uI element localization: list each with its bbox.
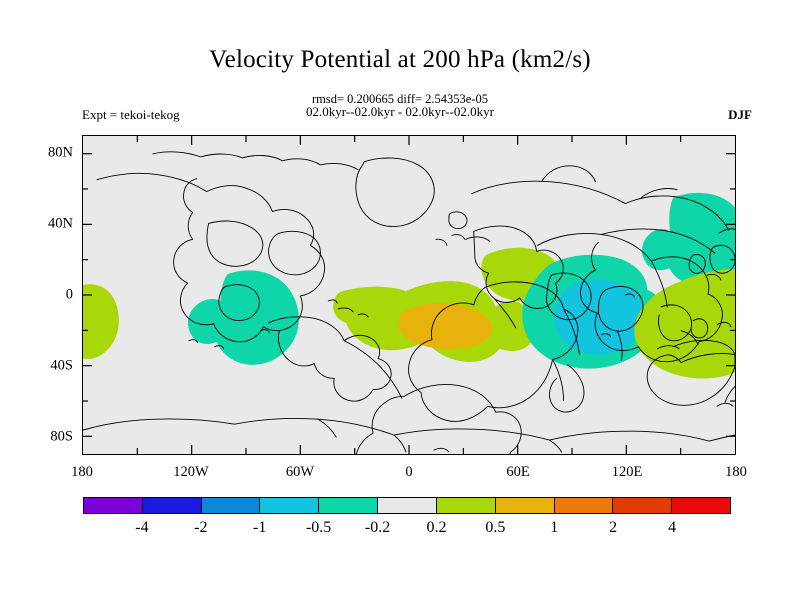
x-ticks-top bbox=[136, 136, 682, 145]
colorbar-tick-label: -1 bbox=[253, 519, 267, 536]
x-axis-label-6: 180 bbox=[725, 464, 747, 480]
colorbar-tick-label: 0.5 bbox=[485, 519, 506, 536]
colorbar-tick-label: -2 bbox=[194, 519, 208, 536]
coastlines bbox=[83, 151, 735, 454]
x-axis-label-3: 0 bbox=[405, 464, 413, 480]
region-australia-east-positive bbox=[723, 283, 735, 374]
x-axis-label-2: 60W bbox=[285, 464, 315, 480]
colorbar-segment bbox=[672, 498, 730, 513]
colorbar-tick-label: 2 bbox=[609, 519, 618, 536]
region-northwest-pacific-negative bbox=[642, 192, 735, 286]
page-title: Velocity Potential at 200 hPa (km2/s) bbox=[209, 46, 591, 73]
colorbar-segment bbox=[613, 498, 673, 513]
y-axis-label-0: 80N bbox=[48, 144, 73, 161]
map-frame bbox=[82, 135, 736, 455]
y-ticks-right bbox=[726, 153, 735, 437]
season-label: DJF bbox=[728, 107, 752, 122]
colorbar-tick-label: 1 bbox=[550, 519, 559, 536]
y-axis-label-4: 80S bbox=[50, 428, 73, 445]
colorbar-segment bbox=[436, 498, 496, 513]
colorbar-tick-label: -0.2 bbox=[364, 519, 391, 536]
region-dateline-west-positive bbox=[83, 284, 119, 360]
period-subtitle: 02.0kyr--02.0kyr - 02.0kyr--02.0kyr bbox=[306, 104, 494, 119]
stats-subtitle: rmsd= 0.200665 diff= 2.54353e-05 bbox=[311, 92, 488, 106]
colorbar-tick-label: -0.5 bbox=[305, 519, 332, 536]
colorbar-tick-label: 0.2 bbox=[426, 519, 447, 536]
colorbar-segment bbox=[319, 498, 379, 513]
axis-ticks bbox=[83, 136, 735, 454]
colorbar: -4 -2 -1 -0.5 -0.2 0.2 0.5 1 2 4 bbox=[83, 497, 731, 536]
x-axis-label-4: 60E bbox=[506, 464, 530, 480]
colorbar-segment bbox=[378, 498, 437, 513]
map-canvas bbox=[83, 136, 735, 454]
colorbar-tick-label: 4 bbox=[668, 519, 677, 536]
region-africa-atlantic-core-positive bbox=[398, 302, 493, 350]
colorbar-segment bbox=[495, 498, 555, 513]
x-axis-label-1: 120W bbox=[173, 464, 209, 480]
y-axis-label-1: 40N bbox=[48, 215, 73, 232]
colorbar-segments bbox=[83, 497, 731, 514]
colorbar-segment bbox=[84, 498, 143, 513]
map-plot-area: 80N 40N 0 40S 80S 180 120W 60W 0 60E 120… bbox=[48, 135, 747, 480]
colorbar-segment bbox=[201, 498, 261, 513]
region-east-pacific-negative bbox=[187, 270, 299, 365]
x-ticks-bottom bbox=[136, 445, 682, 454]
y-ticks-left bbox=[83, 153, 92, 437]
contour-fills bbox=[83, 192, 735, 379]
experiment-label: Expt = tekoi-tekog bbox=[82, 107, 180, 122]
x-axis-label-5: 120E bbox=[611, 464, 643, 480]
colorbar-segment bbox=[554, 498, 614, 513]
y-axis-label-3: 40S bbox=[50, 357, 73, 374]
y-axis-label-2: 0 bbox=[65, 286, 73, 303]
region-maritime-australia-positive bbox=[634, 268, 735, 379]
colorbar-segment bbox=[142, 498, 202, 513]
x-axis-label-0: 180 bbox=[71, 464, 93, 480]
colorbar-segment bbox=[260, 498, 320, 513]
colorbar-tick-label: -4 bbox=[135, 519, 149, 536]
